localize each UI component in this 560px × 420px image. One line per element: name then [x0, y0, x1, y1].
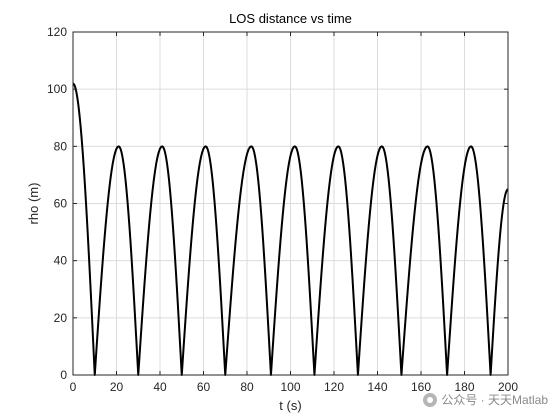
wechat-icon [423, 392, 438, 407]
ticks: 0 20 40 60 80 100 120 140 160 180 200 0 20 40 60 80 100 1… [47, 25, 518, 394]
y-tick-label: 80 [54, 139, 68, 153]
y-tick-label: 60 [54, 197, 68, 211]
y-tick-label: 0 [60, 368, 67, 382]
y-tick-label: 20 [54, 311, 68, 325]
x-tick-label: 0 [70, 380, 77, 394]
x-tick-label: 80 [240, 380, 254, 394]
x-tick-label: 40 [153, 380, 167, 394]
watermark-text: 公众号 · 天天Matlab [441, 393, 548, 407]
x-tick-label: 180 [454, 380, 474, 394]
grid [72, 31, 509, 376]
watermark: 公众号 · 天天Matlab [423, 391, 548, 408]
series-line [72, 82, 509, 376]
x-tick-label: 100 [280, 380, 300, 394]
x-tick-label: 140 [367, 380, 387, 394]
y-tick-label: 40 [54, 254, 68, 268]
y-tick-label: 100 [47, 82, 67, 96]
series-layer [72, 82, 509, 376]
x-tick-label: 120 [324, 380, 344, 394]
x-tick-label: 160 [411, 380, 431, 394]
x-tick-label: 60 [197, 380, 211, 394]
y-axis-label: rho (m) [26, 183, 41, 225]
x-tick-label: 20 [110, 380, 124, 394]
x-tick-label: 200 [498, 380, 518, 394]
y-tick-label: 120 [47, 25, 67, 39]
chart-title: LOS distance vs time [229, 11, 352, 26]
x-axis-label: t (s) [279, 398, 301, 413]
